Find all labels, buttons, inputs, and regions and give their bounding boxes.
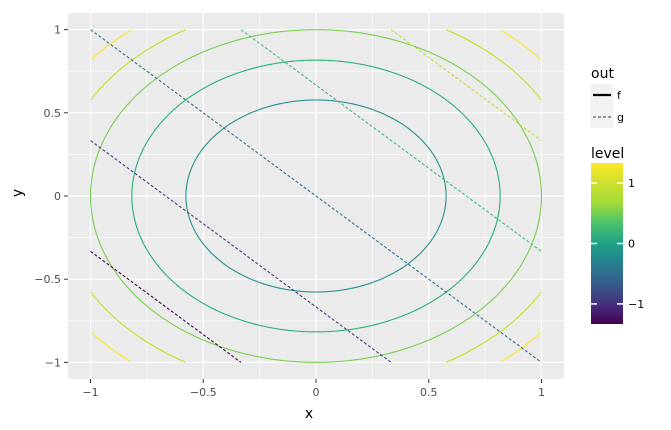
y-tick-label: −0.5 <box>34 273 61 286</box>
contour-f-line <box>91 332 132 363</box>
colorbar-tick-label: −1 <box>628 298 644 311</box>
y-tick-label: 0.5 <box>44 107 62 120</box>
contour-g-line <box>390 29 542 142</box>
colorbar-tick-label: 0 <box>628 238 635 251</box>
x-tick-label: −0.5 <box>190 386 217 399</box>
legend-color: level −1 0 1 <box>591 146 644 324</box>
legend-linetype: out fg <box>591 66 624 128</box>
x-tick-label: 0.5 <box>420 386 438 399</box>
contour-f-line <box>185 99 447 293</box>
legend-title-level: level <box>591 146 624 162</box>
contour-f-line <box>90 291 187 363</box>
y-axis-title: y <box>10 189 26 197</box>
contour-lines <box>90 29 542 363</box>
legend-label-f: f <box>617 89 622 102</box>
contour-f-line <box>91 29 132 60</box>
contour-f-line <box>90 29 542 363</box>
y-tick-label: −1 <box>45 356 61 369</box>
legend-key-g <box>591 106 613 128</box>
x-axis-ticks: −1 −0.5 0 0.5 1 <box>82 379 545 399</box>
x-axis-title: x <box>305 406 313 422</box>
colorbar-tick-label: 1 <box>628 177 635 190</box>
x-tick-label: 0 <box>313 386 320 399</box>
legend-label-g: g <box>617 111 624 124</box>
contour-g-line <box>240 29 542 252</box>
y-tick-label: 1 <box>54 24 61 37</box>
contour-f-line <box>500 29 541 60</box>
legend-title-out: out <box>591 66 614 82</box>
contour-f-line <box>445 29 542 101</box>
contour-f-line <box>131 59 501 333</box>
contour-g-line <box>90 29 542 363</box>
y-tick-label: 0 <box>54 190 61 203</box>
x-tick-label: −1 <box>82 386 98 399</box>
x-tick-label: 1 <box>538 386 545 399</box>
contour-g-line <box>90 250 242 363</box>
contour-f-line <box>445 291 542 363</box>
y-axis-ticks: −1 −0.5 0 0.5 1 <box>34 24 68 369</box>
contour-g-line <box>90 140 392 363</box>
